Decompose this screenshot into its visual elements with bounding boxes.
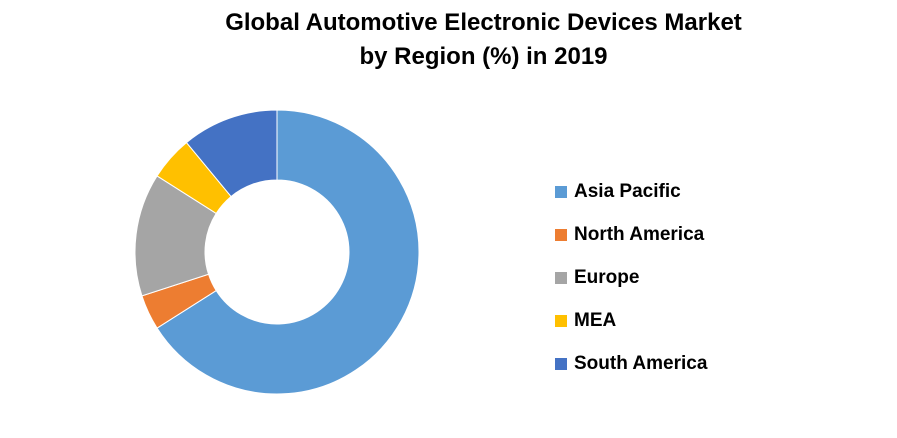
legend-swatch-mea [555,314,567,327]
donut-chart [134,109,420,395]
chart-title-line-2: by Region (%) in 2019 [359,43,608,70]
chart-title-line-1: Global Automotive Electronic Devices Mar… [225,9,742,36]
legend-label-north-america: North America [574,223,705,245]
slice-south-america [185,109,278,198]
chart-title: Global Automotive Electronic Devices Mar… [0,6,897,74]
legend-label-south-america: South America [574,352,708,374]
legend-item-europe: Europe [555,256,707,299]
legend-item-mea: MEA [555,299,707,342]
legend-item-asia-pacific: Asia Pacific [555,170,707,213]
legend-label-asia-pacific: Asia Pacific [574,180,681,202]
legend-label-mea: MEA [574,309,617,331]
slice-asia-pacific [156,109,420,395]
legend-item-south-america: South America [555,342,707,385]
legend: Asia Pacific North America Europe MEA South … [555,170,707,385]
legend-swatch-north-america [555,228,567,241]
legend-swatch-europe [555,271,567,284]
legend-label-europe: Europe [574,266,640,288]
legend-swatch-south-america [555,357,567,370]
legend-item-north-america: North America [555,213,707,256]
legend-swatch-asia-pacific [555,185,567,198]
